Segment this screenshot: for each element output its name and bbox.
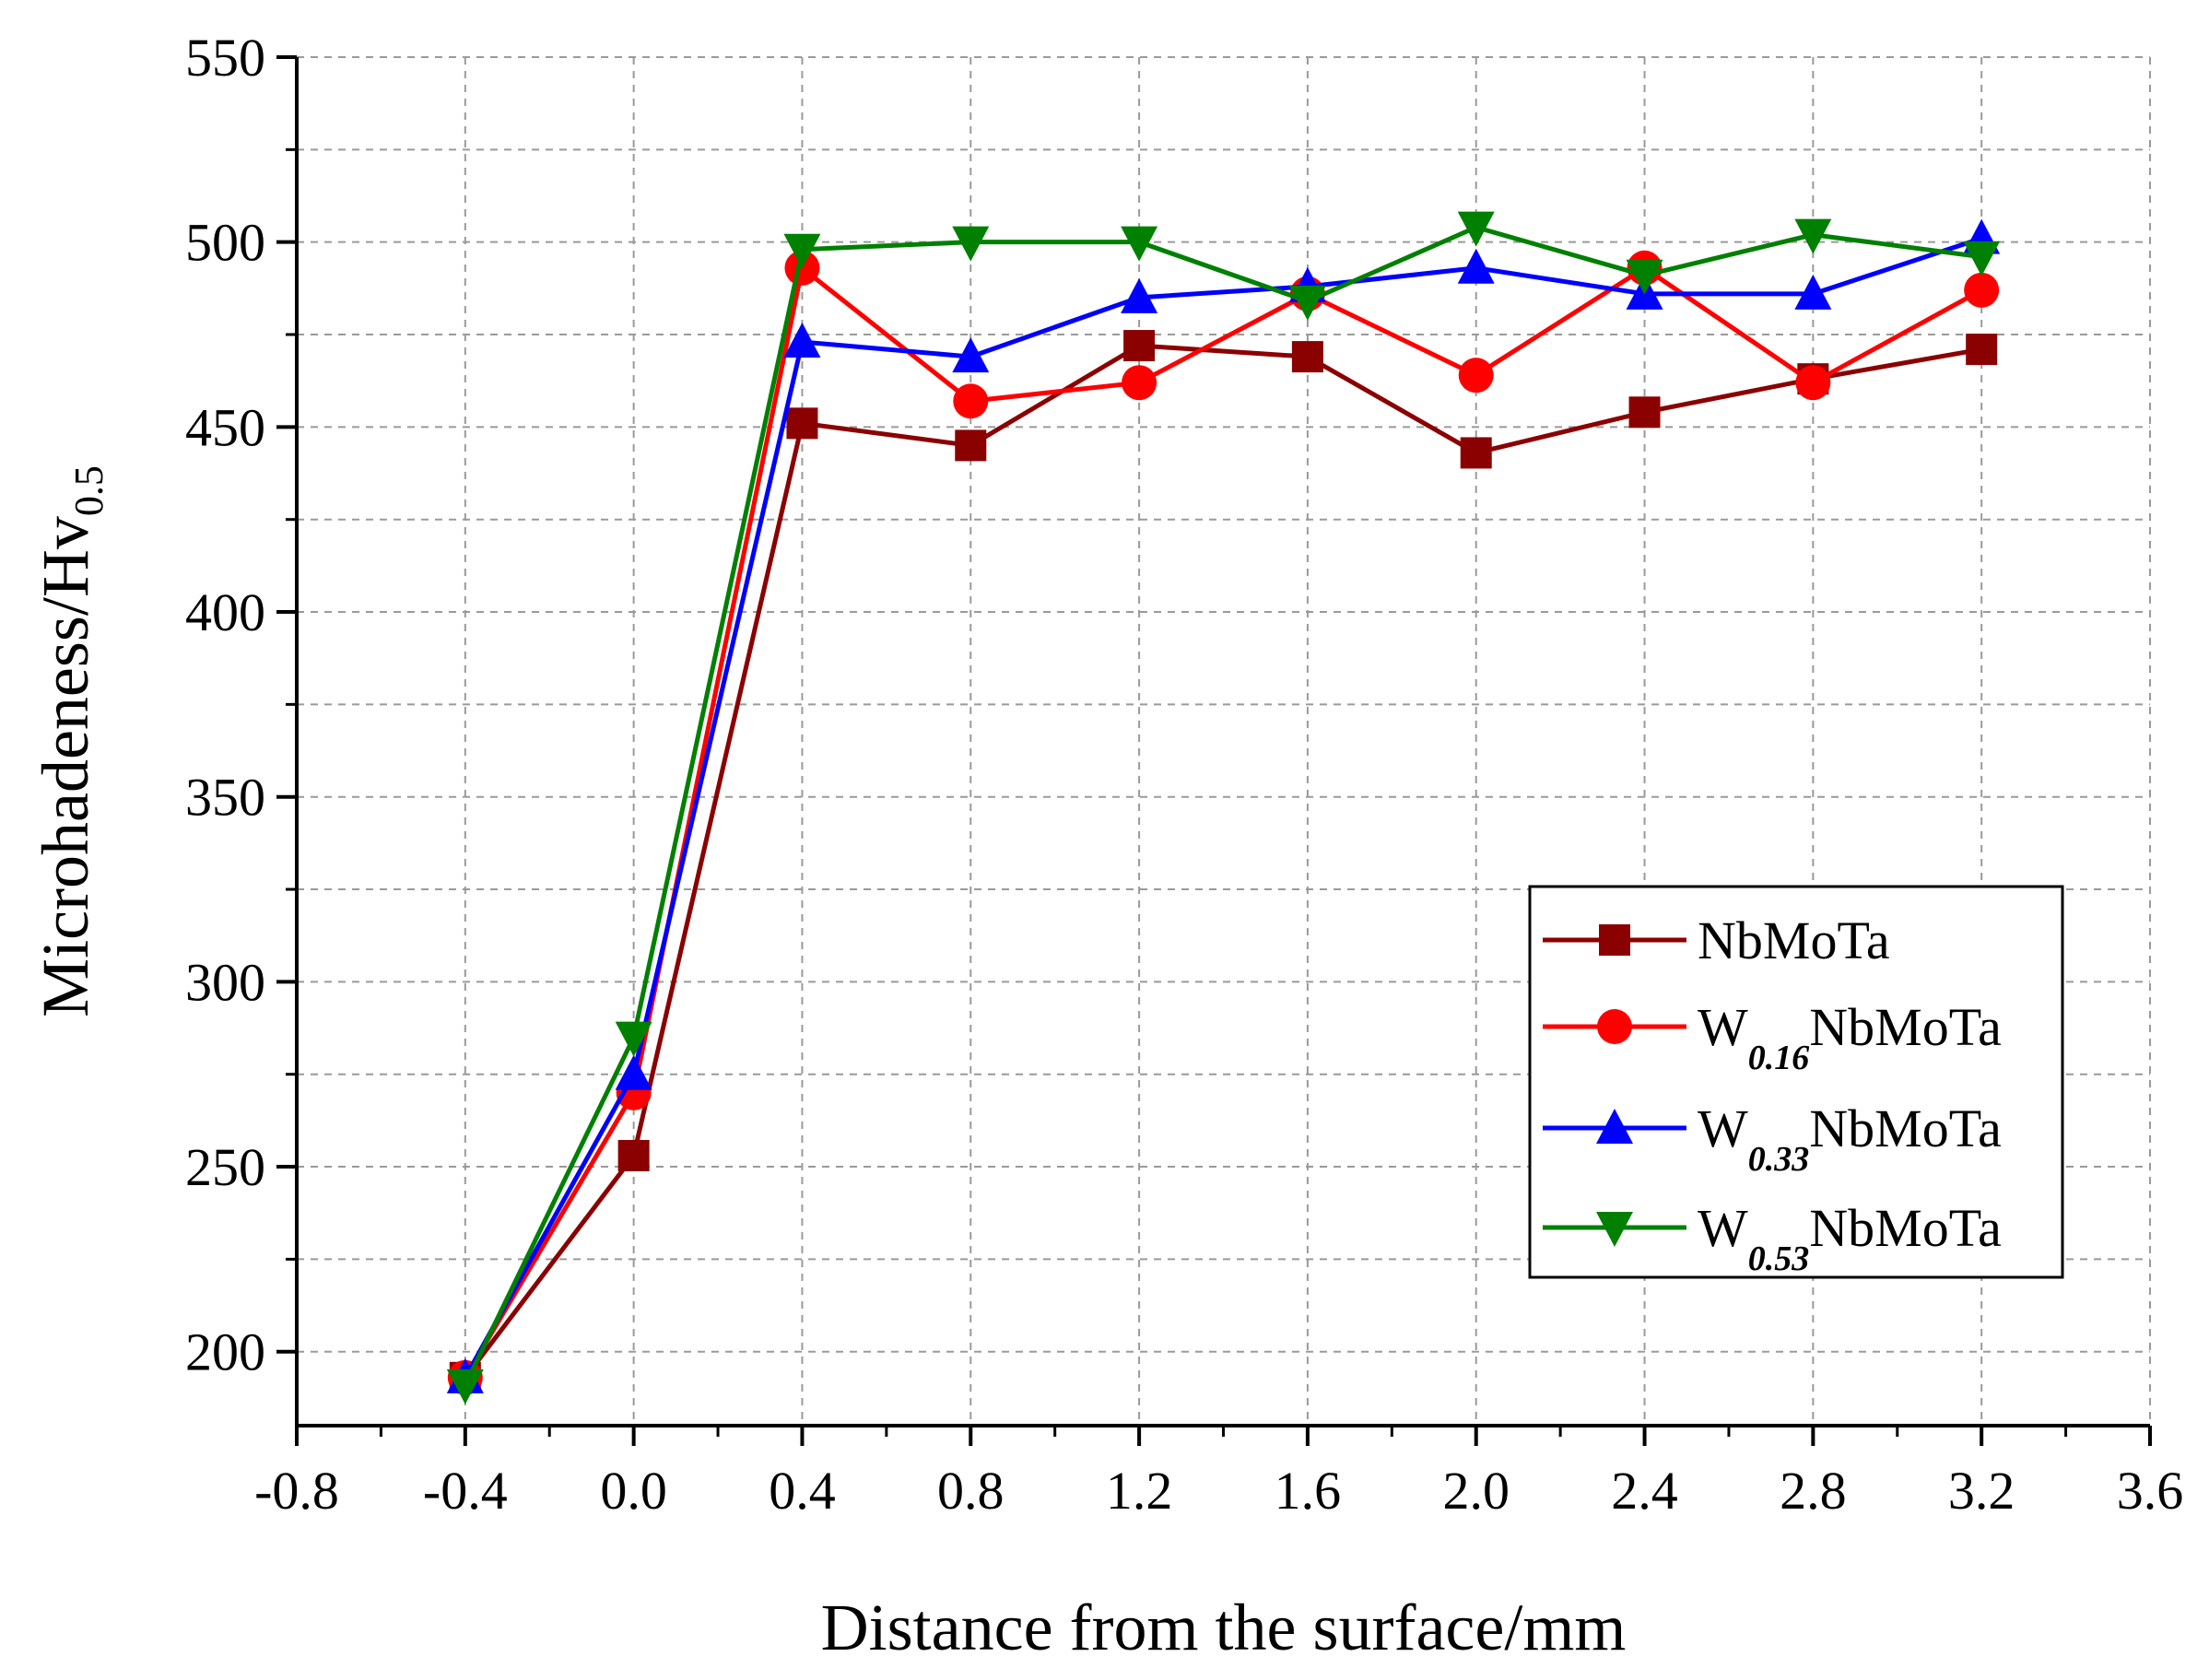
legend-label-main: NbMoTa [1809,1198,2002,1258]
legend-label: W0.53NbMoTa [1698,1198,2002,1278]
data-point [617,1140,650,1172]
data-point [1122,365,1157,401]
data-point [1288,285,1326,321]
x-tick-label: 2.8 [1780,1461,1847,1521]
y-tick-label: 450 [185,397,265,457]
data-point [1457,248,1495,284]
y-tick-label: 350 [185,768,265,828]
x-tick-label: 2.0 [1442,1461,1510,1521]
legend-label: W0.16NbMoTa [1698,997,2002,1077]
data-point [1963,241,2001,276]
x-tick-label: -0.4 [423,1461,508,1521]
legend-label-subscript: 0.33 [1748,1140,1810,1179]
legend-marker [1597,1009,1632,1044]
data-point [783,323,821,358]
data-point [1458,358,1494,394]
legend-label-prefix: W [1698,1098,1748,1158]
legend-label: NbMoTa [1698,910,1890,970]
legend-label-subscript: 0.16 [1748,1039,1810,1077]
data-point [615,1021,652,1057]
legend-label-main: NbMoTa [1809,997,2002,1057]
y-axis-title: Microhadeness/Hv0.5 [29,465,112,1017]
legend-label-prefix: W [1698,1198,1748,1258]
data-point [783,233,821,269]
x-axis-title: Distance from the surface/mm [821,1591,1627,1664]
data-point [1457,211,1495,247]
legend-item: NbMoTa [1543,910,1890,970]
data-point [1966,334,1998,366]
data-point [615,1054,652,1090]
x-tick-label: 1.6 [1275,1461,1342,1521]
y-tick-label: 250 [185,1137,265,1197]
data-point [952,226,990,262]
data-point [952,337,990,373]
x-tick-label: 0.0 [600,1461,667,1521]
series-line [463,264,1983,1380]
data-point [1460,437,1492,469]
x-tick-label: 0.8 [937,1461,1005,1521]
data-point [1121,277,1158,313]
legend-label-main: NbMoTa [1698,910,1890,970]
series-line [463,236,1982,1380]
y-tick-label: 500 [185,213,265,273]
legend-item: W0.16NbMoTa [1543,997,2002,1077]
legend-label-main: NbMoTa [1809,1098,2002,1158]
x-tick-label: 2.4 [1611,1461,1678,1521]
legend-label: W0.33NbMoTa [1698,1098,2002,1179]
legend-item: W0.33NbMoTa [1543,1098,2002,1179]
legend-marker [1596,1212,1633,1247]
x-tick-label: 3.2 [1948,1461,2015,1521]
y-axis-title-subscript: 0.5 [66,465,112,516]
series-3 [446,211,2001,1404]
legend-label-subscript: 0.53 [1748,1239,1810,1278]
data-point [1794,274,1832,310]
x-tick-label: 1.2 [1106,1461,1173,1521]
legend-marker [1596,1109,1633,1144]
data-point [1121,226,1158,262]
y-tick-label: 400 [185,582,265,642]
legend-item: W0.53NbMoTa [1543,1198,2002,1278]
data-point [1291,341,1323,373]
y-tick-label: 550 [185,28,265,88]
series-layer [446,211,2001,1404]
data-point [1123,330,1156,362]
data-point [1628,396,1661,429]
data-point [953,383,989,419]
x-tick-label: 0.4 [769,1461,836,1521]
data-point [1626,259,1663,295]
axes: 200 250 300 350 400 450 500 550 -0.8 -0.4 0.0 0.4 0.… [29,28,2183,1664]
data-point [955,429,987,462]
data-point [1964,272,2000,308]
y-tick-label: 200 [185,1322,265,1382]
y-tick-label: 300 [185,952,265,1012]
data-point [786,407,818,440]
x-tick-label: -0.8 [254,1461,339,1521]
legend-label-prefix: W [1698,997,1748,1057]
legend-marker [1599,924,1630,956]
series-line [463,224,1982,1386]
series-line [463,343,1982,1380]
y-axis-title-main: Microhadeness/Hv [29,516,102,1017]
data-point [1795,365,1831,401]
data-point [1794,218,1832,254]
x-tick-label: 3.6 [2117,1461,2184,1521]
data-point [446,1369,484,1404]
